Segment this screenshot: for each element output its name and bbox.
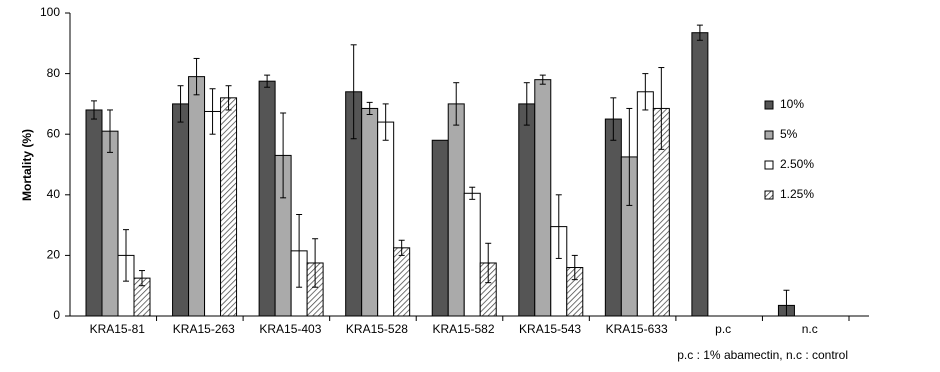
x-tick-label: KRA15-582 — [432, 322, 494, 336]
error-bar — [225, 85, 232, 111]
error-bar — [783, 289, 790, 317]
error-bar — [139, 270, 145, 287]
y-tick-label: 60 — [47, 126, 61, 140]
x-tick-label: KRA15-543 — [519, 322, 581, 336]
bar — [636, 91, 654, 317]
error-bar — [469, 186, 476, 200]
legend-swatch — [764, 130, 774, 140]
error-bar — [382, 103, 389, 141]
legend-label: 2.50% — [780, 157, 814, 171]
bar — [101, 130, 119, 317]
error-bar — [350, 44, 357, 140]
x-tick-label: KRA15-528 — [346, 322, 408, 336]
footnote: p.c : 1% abamectin, n.c : control — [677, 348, 848, 362]
error-bar — [571, 254, 578, 281]
legend-swatch — [764, 100, 774, 110]
error-bar — [193, 57, 200, 96]
x-tick-label: KRA15-263 — [173, 322, 235, 336]
error-bar — [296, 213, 303, 288]
bar — [518, 103, 536, 317]
bar — [447, 103, 465, 317]
bar — [604, 118, 622, 317]
error-bar — [696, 24, 703, 41]
error-bar — [209, 88, 216, 135]
bar — [393, 247, 411, 317]
error-bar — [642, 73, 649, 111]
bar — [258, 80, 276, 317]
y-axis-label: Mortality (%) — [20, 129, 34, 201]
x-tick-label: KRA15-633 — [606, 322, 668, 336]
bar — [431, 139, 449, 317]
error-bar — [91, 100, 97, 120]
error-bar — [312, 238, 319, 288]
legend-label: 5% — [780, 127, 798, 141]
error-bar — [485, 242, 492, 284]
error-bar — [366, 101, 373, 116]
bar — [463, 192, 481, 317]
error-bar — [123, 229, 129, 282]
x-tick-label: KRA15-81 — [90, 322, 146, 336]
x-tick-label: p.c — [715, 322, 731, 336]
legend-swatch — [764, 190, 774, 200]
bar — [361, 107, 379, 317]
y-tick-label: 100 — [40, 5, 60, 19]
y-tick-label: 0 — [53, 308, 60, 322]
bar — [220, 97, 238, 317]
error-bar — [610, 97, 617, 141]
bar — [534, 79, 552, 317]
y-tick-label: 80 — [47, 66, 61, 80]
error-bar — [626, 107, 633, 206]
error-bar — [280, 112, 287, 199]
legend-label: 10% — [780, 97, 804, 111]
y-tick-label: 20 — [47, 248, 61, 262]
error-bar — [539, 74, 546, 85]
error-bar — [177, 85, 184, 123]
x-tick-label: n.c — [802, 322, 818, 336]
x-tick-label: KRA15-403 — [259, 322, 321, 336]
error-bar — [523, 82, 530, 126]
error-bar — [264, 74, 271, 88]
bar — [204, 110, 222, 317]
y-tick-label: 40 — [47, 187, 61, 201]
error-bar — [398, 239, 405, 256]
legend-swatch — [764, 160, 774, 170]
bar — [377, 121, 395, 317]
error-bar — [555, 194, 562, 259]
error-bar — [453, 82, 460, 126]
bar — [188, 76, 206, 317]
error-bar — [107, 109, 113, 153]
bar — [85, 109, 103, 317]
bar — [691, 32, 709, 317]
legend-label: 1.25% — [780, 187, 814, 201]
bar — [172, 103, 190, 317]
error-bar — [658, 67, 665, 150]
